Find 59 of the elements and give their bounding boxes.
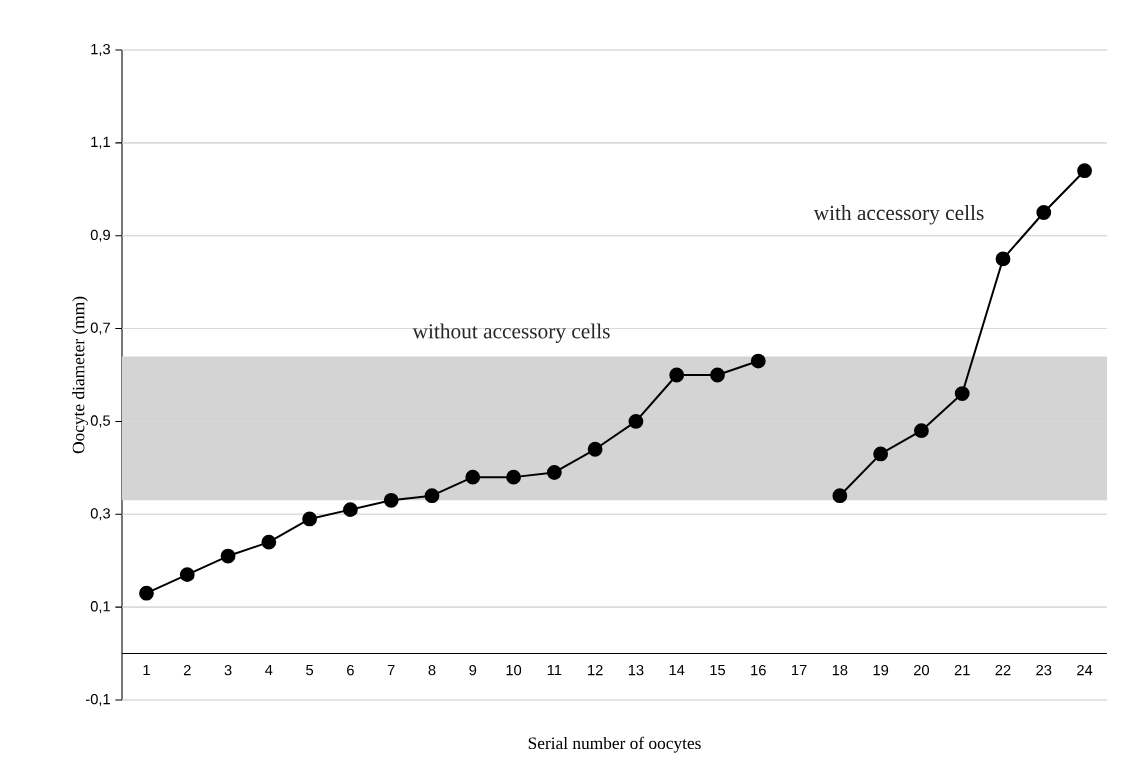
point — [383, 492, 399, 508]
x-tick-label: 4 — [265, 664, 273, 676]
x-tick-label: 1 — [143, 664, 150, 676]
x-tick-label: 24 — [1077, 664, 1093, 676]
x-tick-label: 6 — [347, 664, 354, 676]
y-tick-label: 0,7 — [90, 322, 110, 335]
point — [220, 548, 236, 564]
point — [261, 534, 277, 550]
x-tick-label: 13 — [628, 664, 644, 676]
point — [669, 367, 685, 383]
x-tick-label: 12 — [588, 664, 603, 676]
point — [873, 446, 889, 462]
y-tick-label: 1,1 — [91, 136, 110, 149]
x-tick-label: 19 — [873, 664, 889, 676]
y-tick-label: 1,3 — [91, 43, 110, 57]
x-tick-label: 9 — [469, 664, 477, 676]
point — [302, 511, 318, 527]
point — [750, 353, 766, 369]
y-axis-title: Oocyte diameter (mm) — [72, 296, 88, 454]
point — [1036, 205, 1052, 220]
point — [954, 386, 970, 401]
point — [628, 414, 644, 429]
point — [179, 567, 195, 583]
x-tick-label: 3 — [224, 664, 232, 676]
point — [465, 469, 481, 485]
annotation: without accessory cells — [412, 323, 610, 343]
point — [1077, 163, 1092, 179]
y-tick-label: -0,1 — [86, 693, 110, 707]
point — [995, 251, 1011, 267]
x-tick-label: 15 — [710, 664, 726, 676]
x-tick-label: 22 — [995, 664, 1011, 676]
annotation: with accessory cells — [813, 205, 984, 225]
x-tick-label: 20 — [914, 664, 929, 676]
x-tick-label: 11 — [547, 664, 562, 676]
y-tick-label: 0,1 — [90, 601, 110, 614]
x-tick-label: 5 — [306, 664, 314, 676]
point — [832, 488, 848, 504]
point — [424, 488, 440, 504]
x-tick-label: 14 — [669, 664, 685, 676]
point — [139, 585, 154, 601]
x-tick-label: 18 — [832, 664, 848, 676]
x-tick-label: 2 — [183, 664, 191, 676]
point — [587, 441, 603, 457]
y-tick-label: 0,5 — [90, 415, 110, 428]
x-tick-label: 16 — [751, 664, 766, 676]
point — [343, 502, 358, 518]
x-tick-label: 10 — [506, 664, 522, 676]
point — [546, 465, 562, 480]
x-tick-label: 8 — [428, 664, 436, 676]
point — [506, 469, 521, 485]
x-tick-label: 7 — [387, 664, 395, 676]
y-tick-label: 0,9 — [90, 229, 110, 242]
point — [914, 423, 929, 439]
point — [710, 367, 725, 383]
x-tick-label: 17 — [792, 664, 807, 676]
y-tick-label: 0,3 — [90, 508, 110, 521]
x-axis-title: Serial number of oocytes — [528, 736, 701, 753]
x-tick-label: 21 — [954, 664, 970, 676]
x-tick-label: 23 — [1036, 664, 1052, 676]
